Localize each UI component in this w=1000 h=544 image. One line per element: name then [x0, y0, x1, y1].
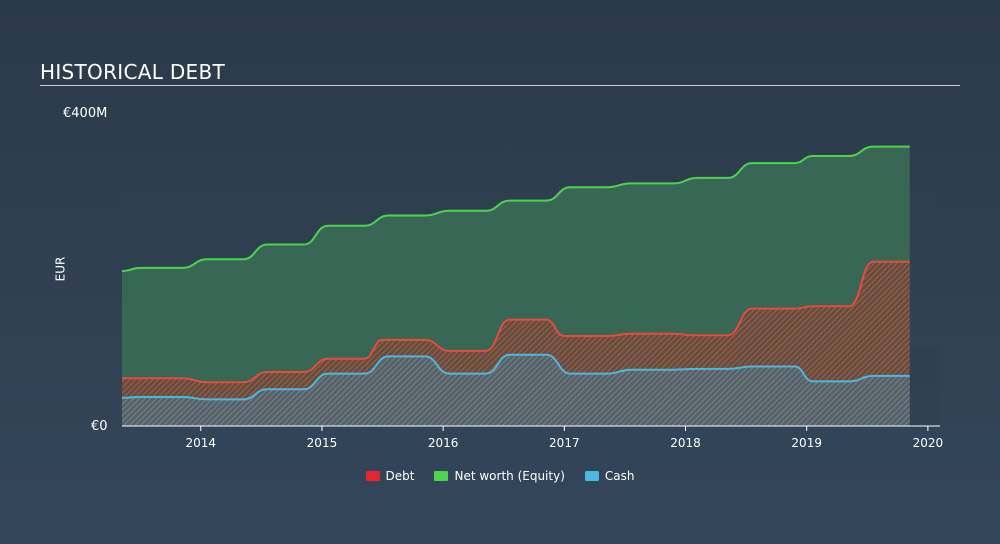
legend-item-debt[interactable]: Debt — [365, 469, 415, 483]
legend-label-equity: Net worth (Equity) — [454, 469, 565, 483]
legend-label-debt: Debt — [385, 469, 415, 483]
x-tick-label-2018: 2018 — [670, 436, 701, 450]
x-tick-label-2017: 2017 — [549, 436, 580, 450]
x-tick-label-2019: 2019 — [791, 436, 822, 450]
x-tick-label-2016: 2016 — [428, 436, 459, 450]
line-cash — [121, 353, 910, 401]
legend-item-equity[interactable]: Net worth (Equity) — [434, 469, 565, 483]
line-debt — [122, 260, 910, 384]
x-axis: 2014 2015 2016 2017 2018 2019 2020 — [122, 425, 944, 450]
legend-swatch-debt — [365, 471, 380, 481]
area-cash — [122, 354, 910, 426]
series-lines — [121, 145, 910, 401]
x-tick-label-2015: 2015 — [307, 436, 338, 450]
x-tick-label-2014: 2014 — [185, 436, 216, 450]
legend-swatch-equity — [434, 471, 449, 481]
chart-title: HISTORICAL DEBT — [40, 60, 226, 84]
title-divider — [40, 85, 960, 86]
x-tick-label-2020: 2020 — [913, 436, 944, 450]
y-tick-label-top: €400M — [63, 106, 108, 121]
legend-swatch-cash — [584, 471, 599, 481]
legend-item-cash[interactable]: Cash — [584, 469, 635, 483]
line-equity — [121, 145, 910, 273]
chart-legend: Debt Net worth (Equity) Cash — [0, 469, 1000, 483]
legend-label-cash: Cash — [604, 469, 635, 483]
y-tick-label-bottom: €0 — [91, 419, 108, 434]
series-areas — [122, 146, 910, 426]
